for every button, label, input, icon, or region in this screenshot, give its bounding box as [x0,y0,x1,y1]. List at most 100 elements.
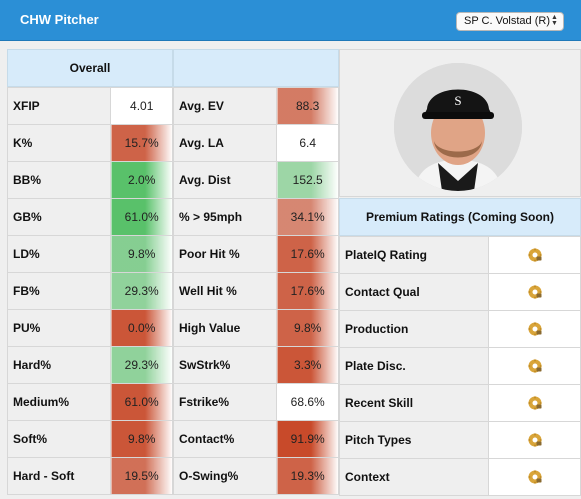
overall-stat-label: Hard% [6,346,112,384]
lock-icon[interactable] [527,469,543,485]
player-photo: S [394,63,522,191]
contact-stat-value: 19.3% [276,457,339,495]
premium-rating-label: Contact Qual [338,273,490,311]
contact-stat-value: 34.1% [276,198,339,236]
contact-row: Contact% 91.9% [172,420,339,458]
contact-stat-value: 3.3% [276,346,339,384]
overall-stat-label: Hard - Soft [6,457,112,495]
premium-rating-cell [488,384,581,422]
contact-row: % > 95mph 34.1% [172,198,339,236]
contact-row: Poor Hit % 17.6% [172,235,339,273]
overall-stat-label: GB% [6,198,112,236]
contact-row: Fstrike% 68.6% [172,383,339,421]
player-photo-panel: S [339,49,581,197]
contact-header-blank [173,49,339,87]
overall-stat-label: Medium% [6,383,112,421]
premium-row: Contact Qual [338,273,581,311]
overall-row: LD% 9.8% [6,235,173,273]
contact-stat-value: 9.8% [276,309,339,347]
premium-rating-cell [488,310,581,348]
contact-stat-value: 17.6% [276,235,339,273]
player-select[interactable]: SP C. Volstad (R) ▲ ▼ [456,12,564,31]
overall-stat-label: K% [6,124,112,162]
overall-stat-label: LD% [6,235,112,273]
contact-stat-value: 88.3 [276,87,339,125]
overall-stat-value: 29.3% [110,346,173,384]
overall-row: Hard - Soft 19.5% [6,457,173,495]
overall-stat-label: XFIP [6,87,112,125]
contact-row: High Value 9.8% [172,309,339,347]
contact-stat-label: Fstrike% [172,383,278,421]
premium-rating-cell [488,273,581,311]
svg-text:S: S [454,93,461,108]
overall-row: BB% 2.0% [6,161,173,199]
contact-stat-value: 17.6% [276,272,339,310]
contact-stat-label: High Value [172,309,278,347]
premium-row: PlateIQ Rating [338,236,581,274]
page-title: CHW Pitcher [20,12,99,27]
overall-row: GB% 61.0% [6,198,173,236]
contact-stat-label: O-Swing% [172,457,278,495]
lock-icon[interactable] [527,358,543,374]
overall-row: K% 15.7% [6,124,173,162]
player-select-value: SP C. Volstad (R) [464,15,550,27]
premium-header: Premium Ratings (Coming Soon) [339,198,581,236]
app-header: CHW Pitcher SP C. Volstad (R) ▲ ▼ [0,0,581,41]
overall-stat-value: 29.3% [110,272,173,310]
premium-rating-label: Recent Skill [338,384,490,422]
premium-row: Production [338,310,581,348]
premium-rating-label: Production [338,310,490,348]
lock-icon[interactable] [527,284,543,300]
overall-row: XFIP 4.01 [6,87,173,125]
lock-icon[interactable] [527,432,543,448]
player-headshot-icon: S [394,63,522,191]
overall-stat-label: PU% [6,309,112,347]
overall-stat-value: 61.0% [110,198,173,236]
contact-stat-label: Avg. LA [172,124,278,162]
lock-icon[interactable] [527,395,543,411]
lock-icon[interactable] [527,247,543,263]
premium-rating-label: Plate Disc. [338,347,490,385]
overall-table: XFIP 4.01 K% 15.7% BB% 2.0% GB% 61.0% LD% 9.8% FB%… [6,87,173,495]
contact-row: SwStrk% 3.3% [172,346,339,384]
contact-stat-label: Avg. Dist [172,161,278,199]
overall-stat-value: 61.0% [110,383,173,421]
premium-row: Plate Disc. [338,347,581,385]
contact-stat-value: 91.9% [276,420,339,458]
overall-header: Overall [7,49,173,87]
overall-stat-value: 9.8% [110,420,173,458]
premium-rating-cell [488,236,581,274]
chevron-updown-icon: ▲ ▼ [551,14,558,27]
contact-stat-value: 68.6% [276,383,339,421]
contact-stat-label: Well Hit % [172,272,278,310]
overall-stat-value: 19.5% [110,457,173,495]
contact-row: O-Swing% 19.3% [172,457,339,495]
contact-row: Well Hit % 17.6% [172,272,339,310]
contact-row: Avg. EV 88.3 [172,87,339,125]
contact-table: Avg. EV 88.3 Avg. LA 6.4 Avg. Dist 152.5% > 9… [172,87,339,495]
overall-row: Medium% 61.0% [6,383,173,421]
premium-rating-label: Context [338,458,490,496]
contact-stat-label: % > 95mph [172,198,278,236]
overall-stat-label: FB% [6,272,112,310]
overall-stat-label: BB% [6,161,112,199]
premium-row: Context [338,458,581,496]
overall-row: Hard% 29.3% [6,346,173,384]
contact-stat-label: Contact% [172,420,278,458]
premium-rating-cell [488,421,581,459]
premium-rating-label: PlateIQ Rating [338,236,490,274]
lock-icon[interactable] [527,321,543,337]
contact-row: Avg. LA 6.4 [172,124,339,162]
contact-stat-value: 6.4 [276,124,339,162]
overall-row: PU% 0.0% [6,309,173,347]
contact-stat-label: Avg. EV [172,87,278,125]
overall-row: Soft% 9.8% [6,420,173,458]
premium-table: PlateIQ Rating Contact Qual Production P… [338,236,581,496]
premium-rating-cell [488,458,581,496]
premium-rating-cell [488,347,581,385]
premium-rating-label: Pitch Types [338,421,490,459]
overall-stat-value: 15.7% [110,124,173,162]
contact-stat-value: 152.5 [276,161,339,199]
overall-stat-value: 2.0% [110,161,173,199]
premium-row: Pitch Types [338,421,581,459]
